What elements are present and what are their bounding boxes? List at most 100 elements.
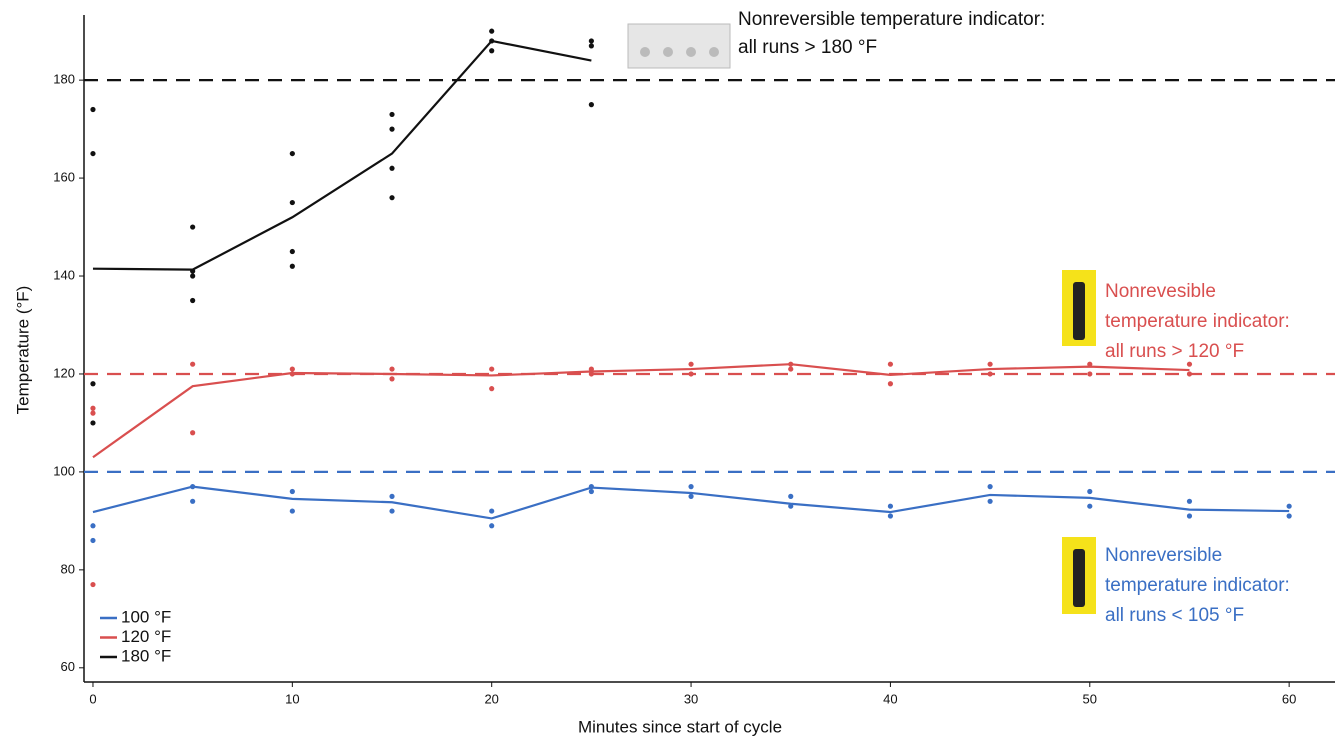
annotation: Nonreversible <box>1105 545 1222 566</box>
steris-card <box>627 23 731 69</box>
annotation: Nonrevesible <box>1105 281 1216 302</box>
data-point <box>190 297 196 304</box>
y-tick-label: 180 <box>53 72 75 87</box>
x-tick-label: 50 <box>1083 691 1097 706</box>
annotation: temperature indicator: <box>1105 575 1290 596</box>
x-tick-label: 40 <box>883 691 897 706</box>
data-point <box>588 488 594 495</box>
data-point <box>489 28 495 34</box>
data-point <box>289 150 295 157</box>
yellow-indicator <box>1062 537 1096 614</box>
data-point <box>289 248 295 255</box>
data-point <box>190 273 196 279</box>
data-point <box>289 263 295 269</box>
data-point <box>1186 513 1193 519</box>
mean-line <box>92 485 1290 520</box>
data-point <box>1286 503 1292 509</box>
data-point <box>289 366 295 372</box>
y-tick-label: 60 <box>61 659 75 674</box>
data-point <box>688 493 694 499</box>
data-point <box>90 581 96 588</box>
legend-label: 180 °F <box>121 646 171 665</box>
data-point <box>588 38 594 44</box>
data-point <box>987 361 993 367</box>
data-point <box>688 361 694 367</box>
data-point <box>289 199 295 206</box>
data-point <box>588 43 594 49</box>
data-point <box>389 493 395 499</box>
data-point <box>588 366 594 372</box>
data-point <box>887 503 894 509</box>
data-point <box>1087 488 1093 495</box>
annotation: all runs < 105 °F <box>1105 605 1244 626</box>
data-point <box>190 430 196 436</box>
data-point <box>788 366 794 372</box>
x-axis-title: Minutes since start of cycle <box>578 717 782 736</box>
legend-label: 100 °F <box>121 607 171 626</box>
data-point <box>389 508 395 514</box>
data-point <box>90 420 96 426</box>
data-point <box>90 537 96 544</box>
data-point <box>289 508 295 514</box>
y-tick-label: 160 <box>53 170 75 185</box>
x-tick-label: 10 <box>285 691 299 706</box>
data-point <box>389 195 395 201</box>
x-tick-label: 60 <box>1282 691 1296 706</box>
data-point <box>190 224 196 230</box>
legend-label: 120 °F <box>121 627 171 646</box>
data-point <box>489 508 495 514</box>
data-point <box>289 488 295 495</box>
data-point <box>1186 371 1193 377</box>
annotation: Nonreversible temperature indicator: <box>738 9 1045 30</box>
mean-line <box>92 39 592 271</box>
data-point <box>987 371 993 377</box>
x-tick-label: 20 <box>484 691 498 706</box>
data-point <box>90 381 96 387</box>
data-point <box>190 361 196 367</box>
data-point <box>1087 503 1093 509</box>
data-point <box>688 484 694 490</box>
y-tick-label: 120 <box>53 365 75 380</box>
data-point <box>1087 361 1093 367</box>
data-point <box>90 106 96 113</box>
annotation: all runs > 180 °F <box>738 37 877 58</box>
data-point <box>688 371 694 377</box>
data-point <box>588 102 594 108</box>
data-point <box>190 498 196 504</box>
data-point <box>987 498 993 504</box>
y-tick-label: 80 <box>61 561 75 576</box>
annotation: temperature indicator: <box>1105 311 1290 332</box>
data-point <box>1286 513 1292 519</box>
data-point <box>489 386 495 392</box>
data-point <box>489 523 495 529</box>
data-point <box>389 366 395 372</box>
data-point <box>489 366 495 372</box>
data-point <box>389 126 395 132</box>
mean-line <box>92 363 1190 459</box>
yellow-indicator <box>1062 270 1096 346</box>
y-tick-label: 140 <box>53 267 75 282</box>
data-point <box>90 150 96 157</box>
data-point <box>90 523 96 529</box>
data-point <box>389 376 395 382</box>
data-point <box>90 405 96 411</box>
data-point <box>90 410 96 416</box>
data-point <box>389 165 395 171</box>
data-point <box>887 361 894 367</box>
data-point <box>1186 498 1193 504</box>
annotation: all runs > 120 °F <box>1105 341 1244 362</box>
y-tick-label: 100 <box>53 463 75 478</box>
data-point <box>788 493 794 499</box>
data-point <box>1186 361 1193 367</box>
data-point <box>887 381 894 387</box>
data-point <box>987 484 993 490</box>
y-axis-title: Temperature (°F) <box>13 286 32 415</box>
data-point <box>887 513 894 519</box>
x-tick-label: 30 <box>684 691 698 706</box>
x-tick-label: 0 <box>89 691 96 706</box>
data-point <box>389 111 395 118</box>
data-point <box>489 48 495 54</box>
data-point <box>1087 371 1093 377</box>
